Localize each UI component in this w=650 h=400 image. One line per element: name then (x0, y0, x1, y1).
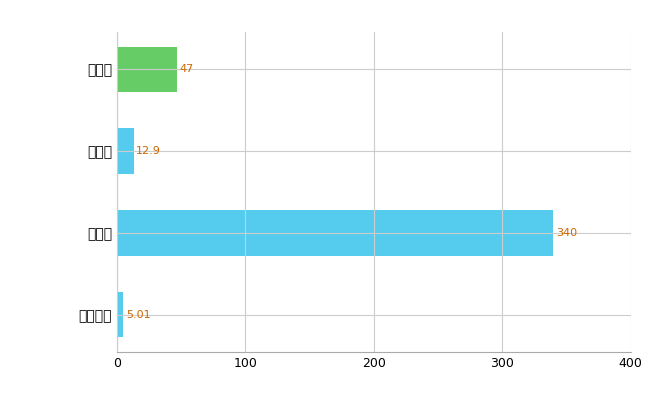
Text: 5.01: 5.01 (126, 310, 151, 320)
Text: 12.9: 12.9 (136, 146, 161, 156)
Bar (117, 292, 124, 338)
Bar (117, 210, 553, 256)
Bar (117, 46, 177, 92)
Text: 340: 340 (556, 228, 577, 238)
Bar (117, 128, 133, 174)
Text: 47: 47 (180, 64, 194, 74)
